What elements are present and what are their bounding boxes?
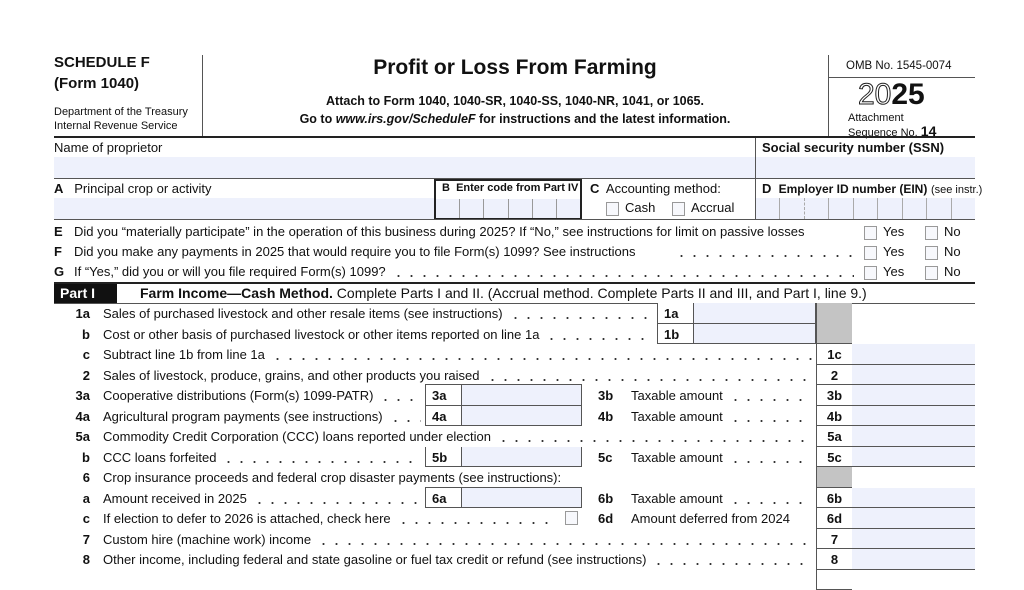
line-6a-input[interactable] bbox=[462, 487, 582, 507]
attachment-label: Attachment bbox=[848, 112, 904, 124]
line-2: 2 Sales of livestock, produce, grains, an… bbox=[0, 364, 1024, 385]
line-3: 3a Cooperative distributions (Form(s) 109… bbox=[0, 384, 1024, 406]
line-6a: a Amount received in 2025 6a 6b Taxable am… bbox=[0, 486, 1024, 508]
cash-option[interactable]: Cash bbox=[606, 200, 655, 216]
accounting-method-label: C Accounting method: bbox=[590, 181, 721, 196]
principal-crop-label: A Principal crop or activity bbox=[54, 181, 212, 196]
line-6c: c If election to defer to 2026 is attache… bbox=[0, 508, 1024, 529]
cash-checkbox[interactable] bbox=[606, 201, 619, 216]
line-7: 7 Custom hire (machine work) income 7 bbox=[0, 528, 1024, 549]
question-e: E Did you “materially participate” in the… bbox=[54, 224, 961, 240]
ein-label: D Employer ID number (EIN) (see instr.) bbox=[762, 181, 983, 196]
line-1c: c Subtract line 1b from line 1a 1c bbox=[0, 344, 1024, 365]
line-5b-input[interactable] bbox=[462, 446, 582, 466]
accrual-checkbox[interactable] bbox=[672, 201, 685, 216]
question-g: G If “Yes,” did you or will you file requ… bbox=[54, 264, 961, 280]
line-3b-input[interactable] bbox=[852, 385, 975, 406]
irs-link[interactable]: www.irs.gov/ScheduleF bbox=[335, 112, 476, 126]
line-4: 4a Agricultural program payments (see ins… bbox=[0, 405, 1024, 426]
name-label: Name of proprietor bbox=[54, 140, 163, 155]
accrual-option[interactable]: Accrual bbox=[672, 200, 734, 216]
line-7-input[interactable] bbox=[852, 528, 975, 549]
schedule-label: SCHEDULE F bbox=[54, 54, 150, 71]
g-yes[interactable]: Yes bbox=[864, 264, 904, 280]
attach-instructions: Attach to Form 1040, 1040-SR, 1040-SS, 1… bbox=[326, 94, 704, 108]
dept-label: Department of the Treasury bbox=[54, 106, 188, 118]
ssn-input[interactable] bbox=[756, 157, 975, 178]
f-yes[interactable]: Yes bbox=[864, 244, 904, 260]
line-6d-input[interactable] bbox=[852, 508, 975, 529]
defer-election-checkbox[interactable] bbox=[565, 511, 578, 525]
question-f: F Did you make any payments in 2025 that … bbox=[54, 244, 961, 260]
line-1b-input[interactable] bbox=[694, 323, 816, 343]
irs-label: Internal Revenue Service bbox=[54, 120, 178, 132]
f-no[interactable]: No bbox=[925, 244, 961, 260]
line-6b-input[interactable] bbox=[852, 487, 975, 508]
part-title: Farm Income—Cash Method. Complete Parts … bbox=[140, 285, 867, 301]
line-4b-input[interactable] bbox=[852, 405, 975, 426]
line-3a-input[interactable] bbox=[462, 385, 582, 405]
ssn-label: Social security number (SSN) bbox=[762, 140, 945, 155]
line-4a-input[interactable] bbox=[462, 405, 582, 425]
line-1a: 1a Sales of purchased livestock and other… bbox=[0, 303, 1024, 344]
line-1c-input[interactable] bbox=[852, 344, 975, 365]
form-label: (Form 1040) bbox=[54, 75, 140, 92]
ein-input[interactable] bbox=[756, 198, 975, 219]
line-8: 8 Other income, including federal and sta… bbox=[0, 549, 1024, 570]
omb-number: OMB No. 1545-0074 bbox=[846, 60, 952, 72]
e-yes[interactable]: Yes bbox=[864, 224, 904, 240]
line-1a-input[interactable] bbox=[694, 303, 816, 323]
line-5c-input[interactable] bbox=[852, 446, 975, 467]
e-no[interactable]: No bbox=[925, 224, 961, 240]
line-5b: b CCC loans forfeited 5b 5c Taxable amount… bbox=[0, 446, 1024, 467]
code-input[interactable] bbox=[436, 199, 580, 218]
tax-year: 2025 bbox=[857, 78, 925, 112]
g-no[interactable]: No bbox=[925, 264, 961, 280]
line-5a-input[interactable] bbox=[852, 426, 975, 447]
line-2-input[interactable] bbox=[852, 364, 975, 385]
code-label: B Enter code from Part IV bbox=[442, 182, 579, 194]
line-1b: b Cost or other basis of purchased livest… bbox=[0, 323, 1024, 344]
line-5a: 5a Commodity Credit Corporation (CCC) loa… bbox=[0, 426, 1024, 447]
name-input[interactable] bbox=[54, 157, 755, 178]
principal-crop-input[interactable] bbox=[54, 198, 434, 219]
line-6: 6 Crop insurance proceeds and federal cro… bbox=[0, 467, 1024, 488]
goto-instructions: Go to www.irs.gov/ScheduleF for instruct… bbox=[299, 112, 731, 126]
line-8-input[interactable] bbox=[852, 549, 975, 570]
part-tag: Part I bbox=[54, 284, 117, 303]
form-title: Profit or Loss From Farming bbox=[373, 56, 657, 79]
code-box: B Enter code from Part IV bbox=[434, 179, 582, 220]
